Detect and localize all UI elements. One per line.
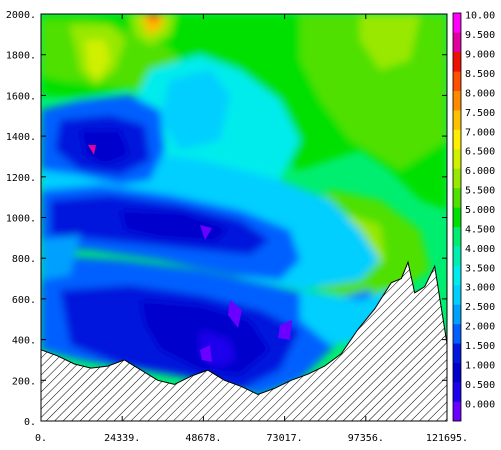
colorbar-label: 8.000 <box>465 88 495 99</box>
colorbar-label: 1.500 <box>465 341 495 352</box>
y-tick-label: 1000. <box>6 214 36 225</box>
colorbar-swatch <box>453 304 461 325</box>
colorbar-label: 2.500 <box>465 302 495 313</box>
colorbar-swatch <box>453 168 461 189</box>
axes: 0. 24339. 48678. 73017. 97356. 121695. 0. 200. 4… <box>6 10 468 444</box>
colorbar-swatch <box>453 149 461 169</box>
y-tick-label: 400. <box>12 336 36 347</box>
colorbar-label: 9.000 <box>465 50 495 61</box>
colorbar-label: 5.000 <box>465 205 495 216</box>
colorbar-swatch <box>453 343 461 364</box>
colorbar-swatch <box>453 110 461 130</box>
colorbar-label: 2.000 <box>465 322 495 333</box>
colorbar-label: 7.500 <box>465 108 495 119</box>
colorbar-label: 4.000 <box>465 244 495 255</box>
colorbar-swatch <box>453 323 461 344</box>
colorbar-swatch <box>453 51 461 72</box>
terrain-hatch <box>40 260 448 422</box>
colorbar-swatch <box>453 207 461 228</box>
colorbar-swatch <box>453 129 461 150</box>
colorbar-label: 6.000 <box>465 166 495 177</box>
x-tick-label: 73017. <box>267 433 303 444</box>
colorbar-swatch <box>453 285 461 305</box>
colorbar-label: 8.500 <box>465 69 495 80</box>
colorbar-swatch <box>453 265 461 286</box>
colorbar-swatch <box>453 71 461 92</box>
x-tick-label: 97356. <box>348 433 384 444</box>
x-tick-label: 0. <box>35 433 47 444</box>
colorbar-swatch <box>453 187 461 208</box>
colorbar-label: 1.000 <box>465 360 495 371</box>
y-tick-label: 1600. <box>6 91 36 102</box>
colorbar-swatch <box>453 13 461 33</box>
colorbar-label: 7.000 <box>465 127 495 138</box>
y-tick-label: 600. <box>12 295 36 306</box>
contour-field <box>41 14 447 421</box>
colorbar-label: 3.500 <box>465 263 495 274</box>
colorbar-swatch <box>453 401 461 422</box>
colorbar-legend: 0.000 0.500 1.000 1.500 2.000 2.500 3.000 3.500… <box>452 11 495 422</box>
y-tick-label: 800. <box>12 254 36 265</box>
x-tick-label: 48678. <box>185 433 221 444</box>
colorbar-swatch <box>453 32 461 53</box>
y-tick-label: 1200. <box>6 173 36 184</box>
colorbar-label: 3.000 <box>465 283 495 294</box>
colorbar-label: 6.500 <box>465 147 495 158</box>
colorbar-label: 0.000 <box>465 399 495 410</box>
colorbar-swatch <box>453 90 461 111</box>
y-tick-label: 1800. <box>6 51 36 62</box>
colorbar-swatch <box>453 246 461 266</box>
colorbar-label: 9.500 <box>465 30 495 41</box>
colorbar-label: 10.00 <box>465 11 495 22</box>
y-tick-label: 1400. <box>6 132 36 143</box>
x-tick-label: 24339. <box>104 433 140 444</box>
colorbar-swatch <box>453 362 461 383</box>
terrain-mask <box>40 260 448 422</box>
colorbar-label: 4.500 <box>465 224 495 235</box>
x-tick-label: 121695. <box>426 433 468 444</box>
colorbar-frame <box>452 12 462 422</box>
colorbar-label: 5.500 <box>465 186 495 197</box>
y-tick-label: 2000. <box>6 10 36 21</box>
colorbar-swatch <box>453 226 461 247</box>
colorbar-swatch <box>453 382 461 402</box>
y-tick-label: 200. <box>12 376 36 387</box>
y-tick-label: 0. <box>24 417 36 428</box>
colorbar-label: 0.500 <box>465 380 495 391</box>
